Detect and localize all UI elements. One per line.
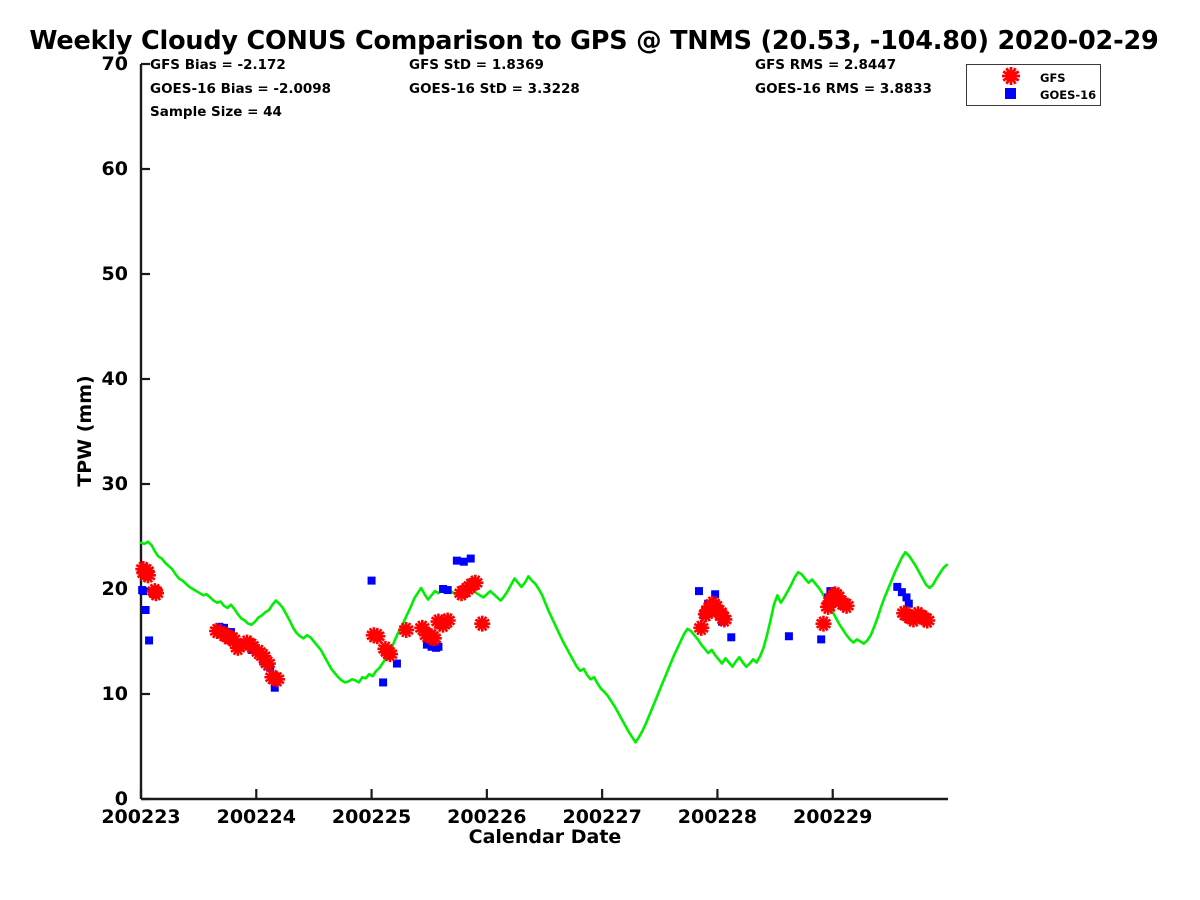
stat-goes-rms: GOES-16 RMS = 3.8833 xyxy=(755,81,932,97)
page-title: Weekly Cloudy CONUS Comparison to GPS @ … xyxy=(29,26,1159,56)
y-tick-label: 10 xyxy=(101,683,128,705)
x-tick-label: 200228 xyxy=(677,806,758,828)
x-axis-label: Calendar Date xyxy=(468,826,622,848)
y-tick-label: 40 xyxy=(101,368,128,390)
stat-goes-bias: GOES-16 Bias = -2.0098 xyxy=(150,81,332,97)
axes-lines xyxy=(139,62,948,801)
y-tick-label: 20 xyxy=(101,578,128,600)
y-tick-label: 30 xyxy=(101,473,128,495)
series-gps-line xyxy=(139,540,949,744)
x-tick-label: 200224 xyxy=(216,806,296,828)
stat-gfs-std: GFS StD = 1.8369 xyxy=(409,57,544,73)
x-tick-label: 200223 xyxy=(101,806,181,828)
legend-box xyxy=(966,64,1101,106)
stat-gfs-bias: GFS Bias = -2.172 xyxy=(150,57,286,73)
x-tick-label: 200227 xyxy=(562,806,642,828)
y-tick-label: 50 xyxy=(101,263,128,285)
series-gfs-points xyxy=(135,561,936,688)
stat-sample-size: Sample Size = 44 xyxy=(150,104,282,120)
legend-label-goes16: GOES-16 xyxy=(1040,88,1097,102)
y-tick-label: 60 xyxy=(101,158,128,180)
x-tick-label: 200225 xyxy=(331,806,412,828)
stat-gfs-rms: GFS RMS = 2.8447 xyxy=(755,57,897,73)
x-tick-label: 200226 xyxy=(447,806,527,828)
y-tick-label: 70 xyxy=(101,53,128,75)
legend-label-gfs: GFS xyxy=(1040,71,1066,85)
x-tick-label: 200229 xyxy=(793,806,873,828)
y-tick-label: 0 xyxy=(114,788,128,810)
stat-goes-std: GOES-16 StD = 3.3228 xyxy=(409,81,580,97)
